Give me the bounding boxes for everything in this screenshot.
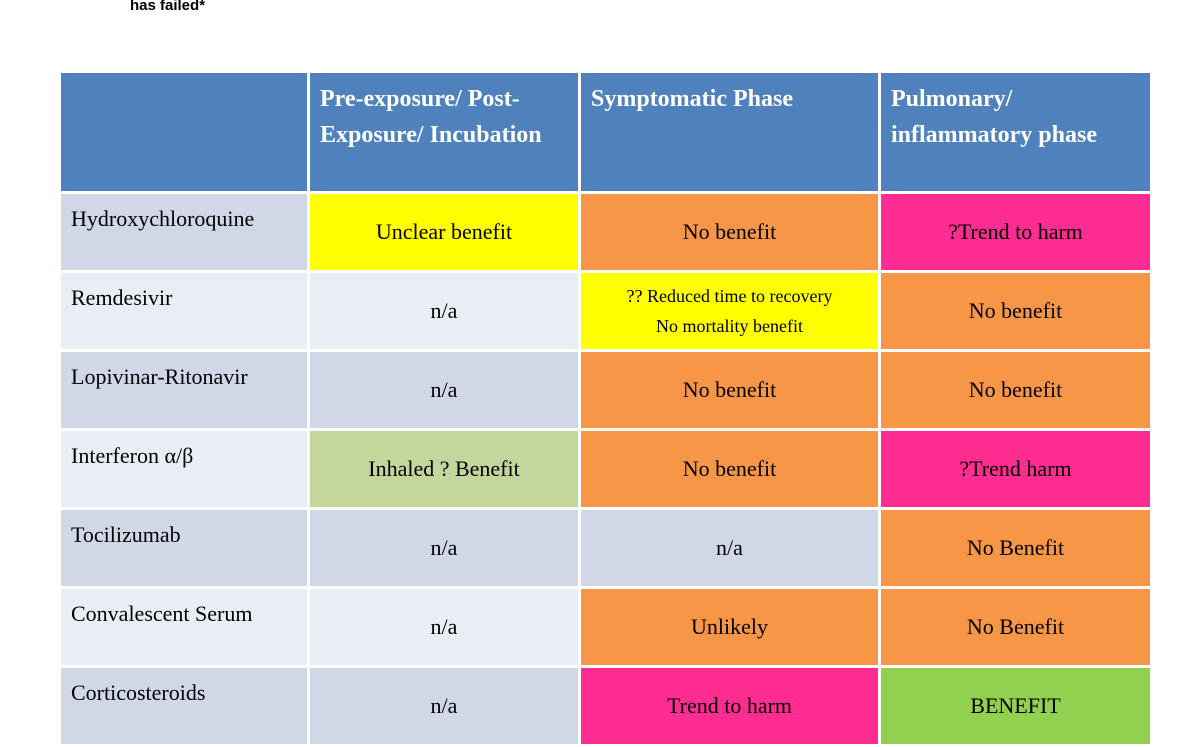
cell: Unlikely	[578, 586, 881, 668]
cell: ?Trend harm	[878, 428, 1153, 510]
row: Interferon α/β Inhaled ? Benefit No bene…	[58, 428, 1153, 510]
cell: n/a	[307, 586, 581, 668]
cell: No Benefit	[878, 507, 1153, 589]
cell: Unclear benefit	[307, 191, 581, 273]
cell-line: ?? Reduced time to recovery	[626, 286, 833, 306]
row-label: Convalescent Serum	[58, 586, 310, 668]
row: Tocilizumab n/a n/a No Benefit	[58, 507, 1153, 589]
cell: No benefit	[878, 270, 1153, 352]
cell: Trend to harm	[578, 665, 881, 747]
row: Hydroxychloroquine Unclear benefit No be…	[58, 191, 1153, 273]
header-row: Pre-exposure/ Post-Exposure/ Incubation …	[58, 70, 1153, 194]
row-label: Remdesivir	[58, 270, 310, 352]
cell: ?Trend to harm	[878, 191, 1153, 273]
row-label: Interferon α/β	[58, 428, 310, 510]
cell: ?? Reduced time to recovery No mortality …	[578, 270, 881, 352]
cell: BENEFIT	[878, 665, 1153, 747]
page: Treatment table {"header": {"text": "has…	[58, 0, 1153, 747]
cell: No benefit	[578, 191, 881, 273]
column-header: Pulmonary/ inflammatory phase	[878, 70, 1153, 194]
row-label: Tocilizumab	[58, 507, 310, 589]
cell-line: No mortality benefit	[656, 316, 803, 336]
corner-cell	[58, 70, 310, 194]
cell: No benefit	[878, 349, 1153, 431]
column-header: Pre-exposure/ Post-Exposure/ Incubation	[307, 70, 581, 194]
cell: n/a	[307, 270, 581, 352]
cell: No Benefit	[878, 586, 1153, 668]
row: Corticosteroids n/a Trend to harm BENEFI…	[58, 665, 1153, 747]
row: Lopivinar-Ritonavir n/a No benefit No be…	[58, 349, 1153, 431]
treatment-table: Pre-exposure/ Post-Exposure/ Incubation …	[58, 70, 1153, 747]
cell: No benefit	[578, 349, 881, 431]
row-label: Hydroxychloroquine	[58, 191, 310, 273]
cell: No benefit	[578, 428, 881, 510]
page-body: has failed* Pre-exposure/ Post-Exposure/…	[58, 0, 1153, 747]
row: Remdesivir n/a ?? Reduced time to recove…	[58, 270, 1153, 352]
row: Convalescent Serum n/a Unlikely No Benef…	[58, 586, 1153, 668]
column-header: Symptomatic Phase	[578, 70, 881, 194]
cell: n/a	[307, 507, 581, 589]
cell: Inhaled ? Benefit	[307, 428, 581, 510]
cell: n/a	[307, 349, 581, 431]
row-label: Corticosteroids	[58, 665, 310, 747]
cell: n/a	[307, 665, 581, 747]
caption-text: has failed*	[130, 0, 206, 14]
cell: n/a	[578, 507, 881, 589]
row-label: Lopivinar-Ritonavir	[58, 349, 310, 431]
